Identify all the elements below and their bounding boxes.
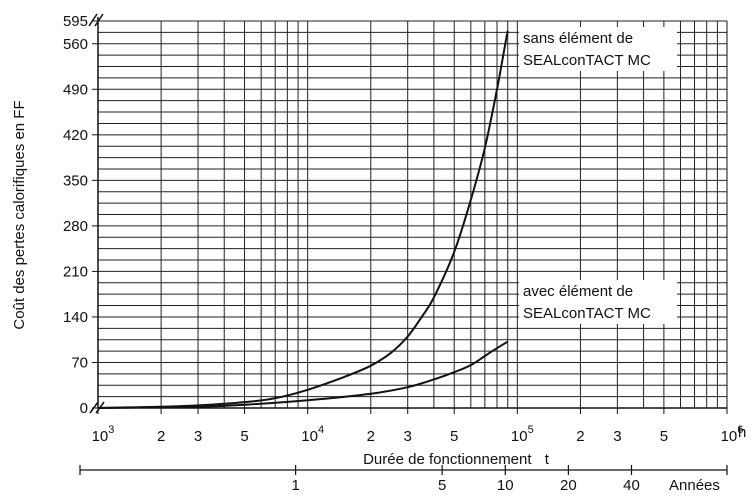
x-axis-label-text: Durée de fonctionnement (363, 451, 532, 468)
annotation-with-element: avec élément de SEALconTACT MC (519, 280, 677, 324)
x-tick-label-base: 5 (240, 428, 248, 445)
x-tick-labels: 103 2 3 5 104 2 3 5 105 2 3 5 106 (92, 424, 744, 445)
y-tick-label: 595 (63, 13, 88, 30)
grid (98, 20, 727, 408)
x-tick-label-base: 3 (194, 428, 202, 445)
x-tick-label: 3 (404, 428, 412, 445)
x-tick-label: 2 (367, 428, 375, 445)
x-tick-label: 5 (450, 428, 458, 445)
x-tick-label-base: 5 (450, 428, 458, 445)
y-tick-label: 210 (63, 263, 88, 280)
y-tick-label: 0 (80, 400, 88, 417)
x-tick-label: 104 (301, 424, 324, 445)
y-tick-labels: 0 70 140 210 280 350 420 490 560 595 (63, 13, 88, 417)
x-tick-label: 106 (721, 424, 744, 445)
annotation-without-element-line2: SEALconTACT MC (523, 52, 651, 69)
y-axis-label: Coût des pertes calorifiques en FF (11, 100, 28, 329)
annotation-without-element-background (519, 27, 677, 71)
x-unit-label: h (738, 424, 746, 441)
y-tick-label: 70 (71, 354, 88, 371)
x-tick-label-exponent: 4 (318, 424, 324, 436)
annotation-with-element-line2: SEALconTACT MC (523, 305, 651, 322)
curve-without-element (97, 30, 509, 409)
x-tick-label-base: 2 (157, 428, 165, 445)
axes (88, 13, 728, 414)
y-tick-label: 280 (63, 218, 88, 235)
years-axis-tick-label: 5 (438, 477, 446, 494)
x-tick-label: 2 (157, 428, 165, 445)
y-tick-label: 140 (63, 309, 88, 326)
x-tick-label-base: 10 (301, 428, 318, 445)
x-tick-label-base: 5 (660, 428, 668, 445)
y-tick-label: 560 (63, 36, 88, 53)
annotation-with-element-line1: avec élément de (523, 283, 633, 300)
years-axis-tick-label: 1 (291, 477, 299, 494)
x-tick-label-base: 2 (367, 428, 375, 445)
x-tick-label-base: 10 (511, 428, 528, 445)
y-tick-label: 420 (63, 127, 88, 144)
y-axis-break-mark (88, 13, 104, 27)
x-axis-label: Durée de fonctionnement t (363, 451, 550, 468)
x-axis-label-symbol: t (545, 451, 550, 468)
annotation-with-element-background (519, 280, 677, 324)
x-tick-label-base: 2 (576, 428, 584, 445)
curves (97, 30, 509, 409)
annotation-without-element-line1: sans élément de (523, 30, 633, 47)
x-tick-label-exponent: 3 (108, 424, 114, 436)
x-tick-label-base: 10 (92, 428, 109, 445)
x-tick-label-base: 3 (613, 428, 621, 445)
x-tick-label-exponent: 6 (737, 424, 743, 436)
curve-with-element (97, 340, 509, 409)
years-axis-label: Années (669, 477, 720, 494)
x-tick-label: 3 (613, 428, 621, 445)
x-tick-label: 103 (92, 424, 115, 445)
x-tick-label: 5 (660, 428, 668, 445)
x-tick-label-exponent: 5 (528, 424, 534, 436)
x-tick-label: 105 (511, 424, 534, 445)
x-tick-label-base: 3 (404, 428, 412, 445)
x-tick-label-base: 10 (721, 428, 738, 445)
x-tick-label: 5 (240, 428, 248, 445)
x-tick-label: 2 (576, 428, 584, 445)
years-axis-tick-label: 20 (560, 477, 577, 494)
years-axis: 1 5 10 20 40 (79, 465, 728, 494)
y-tick-label: 350 (63, 172, 88, 189)
x-tick-label: 3 (194, 428, 202, 445)
y-tick-label: 490 (63, 81, 88, 98)
annotation-without-element: sans élément de SEALconTACT MC (519, 27, 677, 71)
years-axis-tick-label: 40 (623, 477, 640, 494)
years-axis-tick-label: 10 (497, 477, 514, 494)
